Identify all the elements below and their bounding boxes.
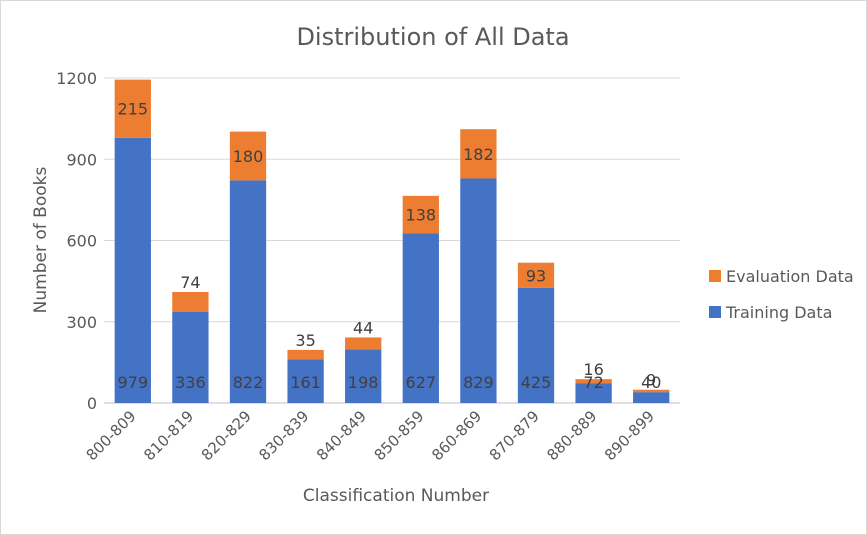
data-label-evaluation: 180 (233, 147, 264, 166)
y-tick-label: 600 (66, 232, 97, 251)
x-tick-label: 810-819 (140, 407, 197, 464)
x-tick-label: 860-869 (428, 407, 485, 464)
bar-training (402, 233, 439, 403)
y-tick-label: 300 (66, 313, 97, 332)
bar-evaluation (345, 337, 382, 350)
x-tick-label: 850-859 (371, 407, 428, 464)
data-label-evaluation: 74 (180, 273, 200, 292)
data-label-training: 72 (583, 373, 603, 392)
bar-training (345, 349, 382, 403)
bar-evaluation (114, 79, 151, 138)
x-axis-title: Classification Number (303, 486, 489, 506)
bar-training (287, 359, 324, 403)
bar-training (517, 287, 555, 403)
x-tick-label: 880-889 (543, 407, 600, 464)
data-label-training: 829 (463, 373, 494, 392)
bar-training (633, 392, 670, 403)
data-label-evaluation: 35 (295, 331, 315, 350)
data-label-evaluation: 16 (583, 360, 603, 379)
x-tick-label: 890-899 (601, 407, 658, 464)
bar-training (460, 178, 497, 403)
bar-training (575, 383, 612, 403)
data-label-evaluation: 44 (353, 318, 373, 337)
data-label-evaluation: 138 (406, 206, 437, 225)
x-tick-label: 800-809 (83, 407, 140, 464)
bar-evaluation (575, 379, 612, 384)
data-label-training: 161 (290, 373, 321, 392)
data-label-training: 40 (641, 373, 661, 392)
data-labels: 979 215 336 74 822 180 161 35 198 44 627 138 829 182 4… (118, 100, 662, 392)
bar-evaluation (172, 291, 209, 312)
y-tick-label: 1200 (56, 69, 97, 88)
x-tick-label: 840-849 (313, 407, 370, 464)
legend-label: Training Data (725, 303, 832, 322)
y-axis-title: Number of Books (31, 167, 51, 314)
legend-label: Evaluation Data (726, 267, 854, 286)
data-label-training: 627 (406, 373, 437, 392)
data-label-evaluation: 93 (526, 266, 546, 285)
data-label-training: 822 (233, 373, 264, 392)
bar-training (172, 312, 209, 403)
bar-evaluation (229, 131, 267, 181)
x-tick-label: 870-879 (486, 407, 543, 464)
x-axis-ticks: 800-809 810-819 820-829 830-839 840-849 850-8… (83, 407, 658, 464)
bar-evaluation (633, 389, 670, 393)
legend-swatch (709, 270, 721, 282)
data-label-training: 336 (175, 373, 206, 392)
data-label-evaluation: 215 (118, 100, 149, 119)
chart-title: Distribution of All Data (296, 23, 569, 51)
bar-evaluation (287, 349, 324, 360)
data-label-training: 979 (118, 373, 149, 392)
legend: Evaluation Data Training Data (709, 267, 854, 322)
bars (114, 79, 670, 403)
data-label-evaluation: 9 (646, 371, 656, 390)
bar-evaluation (517, 262, 555, 288)
legend-swatch (709, 306, 721, 318)
x-tick-label: 820-829 (198, 407, 255, 464)
x-tick-label: 830-839 (255, 407, 312, 464)
data-label-training: 198 (348, 373, 379, 392)
y-axis-ticks: 0 300 600 900 1200 (56, 69, 97, 413)
data-label-evaluation: 182 (463, 145, 494, 164)
bar-training (114, 137, 151, 403)
y-tick-label: 0 (87, 394, 97, 413)
bar-evaluation (402, 195, 439, 234)
data-label-training: 425 (521, 373, 552, 392)
y-tick-label: 900 (66, 150, 97, 169)
bar-evaluation (460, 129, 497, 179)
bar-training (229, 180, 267, 403)
